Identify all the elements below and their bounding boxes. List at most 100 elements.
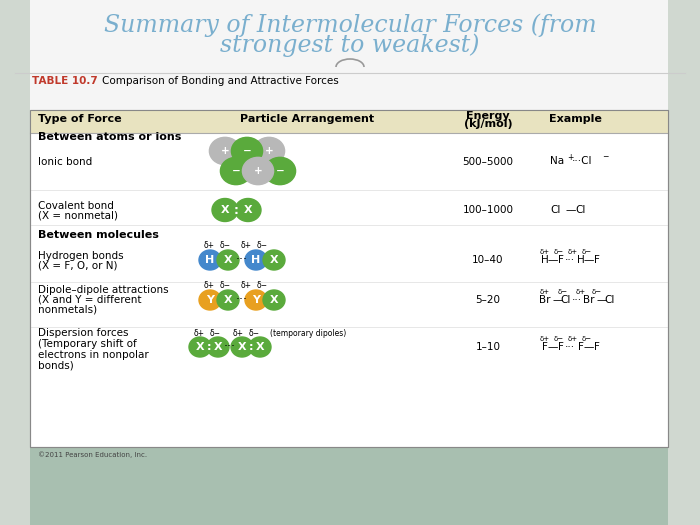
Ellipse shape <box>199 290 221 310</box>
Text: X: X <box>196 342 204 352</box>
Text: δ+: δ+ <box>241 242 251 250</box>
Text: ···Cl: ···Cl <box>572 156 592 166</box>
Text: δ−: δ− <box>582 249 592 255</box>
Text: δ−: δ− <box>220 242 230 250</box>
Text: X: X <box>256 342 265 352</box>
Text: X: X <box>224 255 232 265</box>
Text: +: + <box>253 166 262 176</box>
Text: H: H <box>577 255 585 265</box>
Text: Energy: Energy <box>466 111 510 121</box>
Text: (temporary dipoles): (temporary dipoles) <box>270 329 346 338</box>
Text: δ−: δ− <box>554 249 564 255</box>
Text: δ+: δ+ <box>232 329 244 338</box>
Ellipse shape <box>249 337 271 357</box>
Text: ···: ··· <box>236 293 248 307</box>
Text: ···: ··· <box>565 255 575 265</box>
Ellipse shape <box>265 158 295 185</box>
Text: Cl: Cl <box>575 205 585 215</box>
Text: δ−: δ− <box>256 242 267 250</box>
Text: Br: Br <box>583 295 595 305</box>
Text: δ+: δ+ <box>193 329 204 338</box>
Text: δ+: δ+ <box>568 336 578 342</box>
Text: F: F <box>558 255 564 265</box>
Text: Na: Na <box>550 156 564 166</box>
Text: electrons in nonpolar: electrons in nonpolar <box>38 350 148 360</box>
Text: Dispersion forces: Dispersion forces <box>38 328 129 338</box>
FancyBboxPatch shape <box>668 0 700 525</box>
Ellipse shape <box>199 250 221 270</box>
Ellipse shape <box>253 138 285 165</box>
Text: Comparison of Bonding and Attractive Forces: Comparison of Bonding and Attractive For… <box>102 76 339 86</box>
Text: Example: Example <box>549 114 601 124</box>
Text: −: − <box>232 166 240 176</box>
Ellipse shape <box>235 198 261 222</box>
Ellipse shape <box>231 337 253 357</box>
Text: —: — <box>584 342 594 352</box>
Text: Y: Y <box>252 295 260 305</box>
FancyBboxPatch shape <box>30 110 668 447</box>
Ellipse shape <box>209 138 241 165</box>
Text: F: F <box>542 342 548 352</box>
Ellipse shape <box>220 158 251 185</box>
Text: —: — <box>548 342 558 352</box>
Text: bonds): bonds) <box>38 361 74 371</box>
Text: Hydrogen bonds: Hydrogen bonds <box>38 251 124 261</box>
Text: —: — <box>597 295 607 305</box>
Text: ···: ··· <box>224 341 236 353</box>
Text: X: X <box>214 342 223 352</box>
Text: H: H <box>541 255 549 265</box>
Text: +: + <box>265 146 274 156</box>
Text: (kJ/mol): (kJ/mol) <box>463 119 512 129</box>
Text: 5–20: 5–20 <box>475 295 500 305</box>
Text: —: — <box>548 255 558 265</box>
Text: —: — <box>565 205 575 215</box>
Ellipse shape <box>217 250 239 270</box>
Text: (X = nonmetal): (X = nonmetal) <box>38 211 118 221</box>
Text: X: X <box>220 205 230 215</box>
Text: δ−: δ− <box>592 289 602 295</box>
Text: :: : <box>206 342 211 352</box>
Text: F: F <box>594 342 600 352</box>
Text: Y: Y <box>206 295 214 305</box>
Text: δ+: δ+ <box>576 289 586 295</box>
Text: ···: ··· <box>565 342 575 352</box>
Text: Covalent bond: Covalent bond <box>38 201 114 211</box>
Text: —: — <box>584 255 594 265</box>
Ellipse shape <box>207 337 229 357</box>
Text: X: X <box>270 255 279 265</box>
Text: Type of Force: Type of Force <box>38 114 122 124</box>
Text: F: F <box>594 255 600 265</box>
Text: ···: ··· <box>572 295 582 305</box>
Text: X: X <box>270 295 279 305</box>
Text: ···: ··· <box>236 254 248 267</box>
Text: H: H <box>251 255 260 265</box>
Ellipse shape <box>242 158 274 185</box>
Text: X: X <box>224 295 232 305</box>
Text: strongest to weakest): strongest to weakest) <box>220 33 480 57</box>
Text: +: + <box>220 146 230 156</box>
Text: :: : <box>234 204 239 216</box>
Text: Between molecules: Between molecules <box>38 230 159 240</box>
Text: δ+: δ+ <box>204 281 214 290</box>
Text: X: X <box>238 342 246 352</box>
Text: δ−: δ− <box>220 281 230 290</box>
Text: δ+: δ+ <box>568 249 578 255</box>
Text: Cl: Cl <box>605 295 615 305</box>
Text: TABLE 10.7: TABLE 10.7 <box>32 76 98 86</box>
Text: δ+: δ+ <box>540 249 550 255</box>
Text: δ+: δ+ <box>204 242 214 250</box>
Text: −: − <box>276 166 284 176</box>
Ellipse shape <box>212 198 238 222</box>
Ellipse shape <box>245 250 267 270</box>
FancyBboxPatch shape <box>30 110 668 133</box>
FancyBboxPatch shape <box>0 447 700 525</box>
Text: −: − <box>243 146 251 156</box>
Text: 1–10: 1–10 <box>475 342 500 352</box>
FancyBboxPatch shape <box>0 0 30 525</box>
Text: δ+: δ+ <box>540 289 550 295</box>
Text: −: − <box>602 152 608 162</box>
Text: :: : <box>248 342 253 352</box>
Text: +: + <box>567 152 573 162</box>
Ellipse shape <box>263 290 285 310</box>
Text: X: X <box>244 205 252 215</box>
